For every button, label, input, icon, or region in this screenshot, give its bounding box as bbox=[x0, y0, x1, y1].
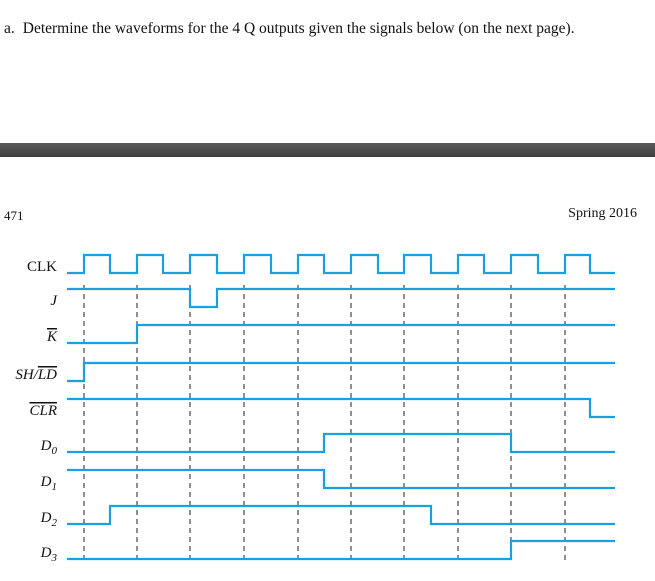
signal-label: D0 bbox=[40, 438, 58, 457]
signal-label: D2 bbox=[40, 510, 58, 529]
signal-label: SH/LD bbox=[15, 367, 57, 383]
page-number: 471 bbox=[4, 208, 24, 223]
signal-label: J bbox=[50, 293, 58, 309]
waveform-sh-ld bbox=[67, 361, 615, 383]
waveform-clr bbox=[67, 397, 615, 419]
waveform-d1 bbox=[67, 468, 615, 490]
signal-label: CLK bbox=[27, 259, 57, 275]
question-text: a. Determine the waveforms for the 4 Q ou… bbox=[4, 20, 575, 38]
signal-label: CLR bbox=[29, 403, 57, 419]
waveform-d2 bbox=[67, 504, 615, 526]
term-label: Spring 2016 bbox=[568, 206, 637, 221]
waveform-clk bbox=[67, 253, 615, 275]
waveform-d3 bbox=[67, 539, 615, 561]
signal-label: D3 bbox=[40, 545, 58, 564]
question-body: Determine the waveforms for the 4 Q outp… bbox=[22, 20, 575, 37]
waveform-j bbox=[67, 287, 615, 309]
waveform-d0 bbox=[67, 432, 615, 454]
signal-label: K bbox=[46, 329, 58, 345]
signal-label: D1 bbox=[40, 474, 57, 493]
page-divider-bar bbox=[0, 143, 655, 157]
question-label: a. bbox=[4, 20, 15, 37]
waveform-k bbox=[67, 323, 615, 345]
